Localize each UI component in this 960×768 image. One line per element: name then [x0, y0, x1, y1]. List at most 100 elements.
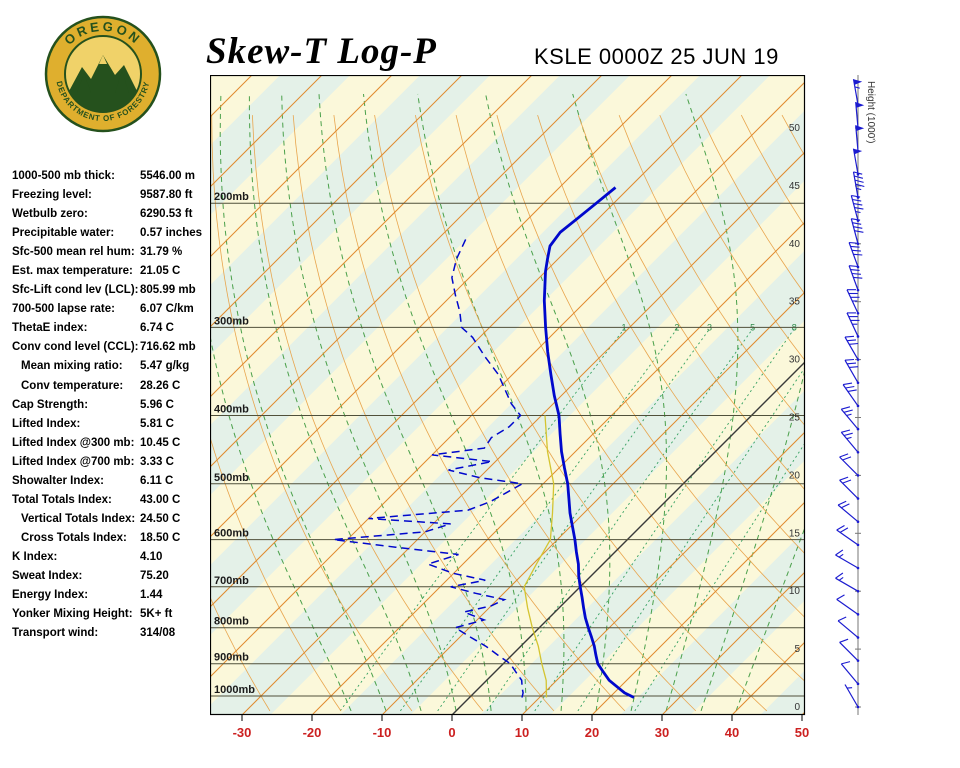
station-datetime: KSLE 0000Z 25 JUN 19: [534, 44, 779, 69]
svg-text:20: 20: [585, 725, 599, 740]
index-label: Precipitable water:: [12, 227, 115, 240]
svg-text:25: 25: [789, 413, 801, 424]
index-label: Cap Strength:: [12, 398, 89, 411]
index-row: Wetbulb zero: 6290.53 ft: [12, 205, 212, 224]
svg-text:45: 45: [789, 181, 801, 192]
index-label: ThetaE index:: [12, 322, 88, 335]
svg-text:1000mb: 1000mb: [214, 684, 255, 696]
index-label: Total Totals Index:: [12, 493, 112, 506]
index-label: Mean mixing ratio:: [21, 360, 123, 373]
index-row: Showalter Index: 6.11 C: [12, 472, 212, 491]
svg-text:900mb: 900mb: [214, 652, 249, 664]
svg-text:50: 50: [795, 725, 809, 740]
index-value: 5.47 g/kg: [140, 360, 190, 373]
index-label: Freezing level:: [12, 189, 92, 202]
svg-text:10: 10: [789, 586, 801, 597]
index-label: Est. max temperature:: [12, 265, 133, 278]
svg-text:12: 12: [829, 322, 839, 332]
svg-text:5: 5: [794, 644, 800, 655]
index-label: Conv cond level (CCL):: [12, 341, 139, 354]
svg-text:-30: -30: [233, 725, 252, 740]
index-value: 6290.53 ft: [140, 208, 193, 221]
index-value: 6.11 C: [140, 474, 174, 487]
svg-text:800mb: 800mb: [214, 616, 249, 628]
index-value: 4.10: [140, 550, 163, 563]
index-value: 43.00 C: [140, 493, 181, 506]
index-label: Transport wind:: [12, 627, 99, 640]
index-value: 314/08: [140, 627, 176, 640]
svg-text:Height (1000'): Height (1000'): [865, 81, 876, 144]
svg-text:15: 15: [789, 528, 801, 539]
index-label: Sweat Index:: [12, 569, 83, 582]
index-value: 24.50 C: [140, 512, 181, 525]
index-row: Lifted Index: 5.81 C: [12, 415, 212, 434]
index-row: Cross Totals Index: 18.50 C: [12, 529, 212, 548]
index-row: Sfc-500 mean rel hum: 31.79 %: [12, 243, 212, 262]
svg-text:0: 0: [448, 725, 455, 740]
index-value: 5.96 C: [140, 398, 174, 411]
index-row: Sfc-Lift cond lev (LCL): 805.99 mb: [12, 281, 212, 300]
index-value: 6.74 C: [140, 322, 174, 335]
svg-text:500mb: 500mb: [214, 472, 249, 484]
index-label: Conv temperature:: [21, 379, 124, 392]
index-row: 700-500 lapse rate: 6.07 C/km: [12, 300, 212, 319]
svg-text:50: 50: [789, 123, 801, 134]
svg-text:30: 30: [655, 725, 669, 740]
index-value: 5.81 C: [140, 417, 174, 430]
svg-text:20: 20: [878, 322, 888, 332]
stability-indices-panel: 1000-500 mb thick: 5546.00 m Freezing leve…: [12, 167, 212, 643]
index-label: Wetbulb zero:: [12, 208, 88, 221]
svg-text:600mb: 600mb: [214, 528, 249, 540]
svg-text:40: 40: [725, 725, 739, 740]
index-label: K Index:: [12, 550, 58, 563]
index-value: 28.26 C: [140, 379, 181, 392]
svg-text:35: 35: [789, 297, 801, 308]
index-value: 716.62 mb: [140, 341, 196, 354]
index-value: 0.57 inches: [140, 227, 203, 240]
index-row: Mean mixing ratio: 5.47 g/kg: [12, 357, 212, 376]
page-title: Skew-T Log-P: [206, 31, 437, 72]
svg-text:10: 10: [515, 725, 529, 740]
index-row: Est. max temperature: 21.05 C: [12, 262, 212, 281]
svg-text:20: 20: [789, 470, 801, 481]
index-label: Yonker Mixing Height:: [12, 608, 133, 621]
svg-text:30: 30: [789, 355, 801, 366]
index-row: Cap Strength: 5.96 C: [12, 396, 212, 415]
index-label: Energy Index:: [12, 589, 89, 602]
index-label: Lifted Index @300 mb:: [12, 436, 135, 449]
index-value: 9587.80 ft: [140, 189, 193, 202]
svg-text:700mb: 700mb: [214, 575, 249, 587]
index-value: 5K+ ft: [140, 608, 173, 621]
index-label: Cross Totals Index:: [21, 531, 127, 544]
index-row: 1000-500 mb thick: 5546.00 m: [12, 167, 212, 186]
index-row: Vertical Totals Index: 24.50 C: [12, 510, 212, 529]
index-row: Conv cond level (CCL): 716.62 mb: [12, 338, 212, 357]
svg-text:0: 0: [794, 702, 800, 713]
index-value: 18.50 C: [140, 531, 181, 544]
index-row: Yonker Mixing Height: 5K+ ft: [12, 605, 212, 624]
svg-text:400mb: 400mb: [214, 404, 249, 416]
skewt-chart: 1 2 3 5 8 12 20200mb300mb400mb500mb600mb700mb8…: [210, 75, 888, 740]
index-label: 1000-500 mb thick:: [12, 170, 115, 182]
index-value: 805.99 mb: [140, 284, 196, 297]
index-row: Lifted Index @700 mb: 3.33 C: [12, 453, 212, 472]
index-row: ThetaE index: 6.74 C: [12, 319, 212, 338]
index-row: Lifted Index @300 mb: 10.45 C: [12, 434, 212, 453]
index-row: Freezing level: 9587.80 ft: [12, 186, 212, 205]
index-label: Lifted Index:: [12, 417, 81, 430]
index-row: K Index: 4.10: [12, 548, 212, 567]
index-label: Vertical Totals Index:: [21, 512, 136, 525]
index-label: Showalter Index:: [12, 474, 105, 487]
index-label: 700-500 lapse rate:: [12, 303, 115, 316]
svg-text:200mb: 200mb: [214, 191, 249, 203]
index-row: Conv temperature: 28.26 C: [12, 377, 212, 396]
logo-forest-scene: [65, 55, 141, 112]
index-row: Transport wind: 314/08: [12, 624, 212, 643]
index-value: 75.20: [140, 569, 169, 582]
index-row: Total Totals Index: 43.00 C: [12, 491, 212, 510]
odf-logo-graphic: OREGON DEPARTMENT OF FORESTRY: [44, 15, 162, 133]
index-value: 10.45 C: [140, 436, 181, 449]
index-label: Sfc-Lift cond lev (LCL):: [12, 284, 139, 297]
index-row: Energy Index: 1.44: [12, 586, 212, 605]
index-row: Sweat Index: 75.20: [12, 567, 212, 586]
